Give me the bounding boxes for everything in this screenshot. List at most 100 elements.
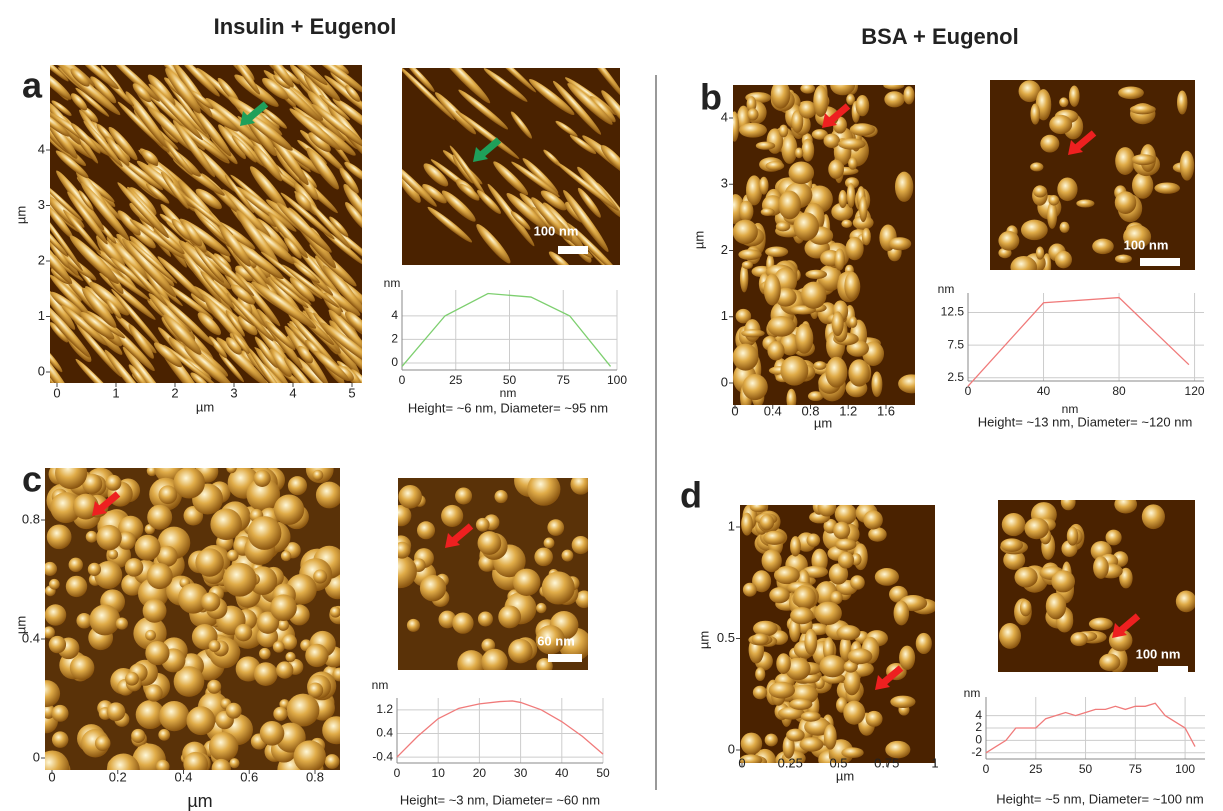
- afm-feature: [1092, 239, 1114, 254]
- afm-feature: [45, 604, 66, 625]
- afm-feature: [478, 531, 502, 555]
- afm-feature: [285, 652, 295, 662]
- afm-feature: [903, 86, 914, 104]
- afm-feature: [789, 699, 812, 710]
- afm-feature: [527, 472, 560, 505]
- afm-feature: [841, 220, 852, 228]
- x-tick-label: 5: [348, 385, 355, 400]
- y-tick-label: 0.5: [717, 630, 735, 645]
- scale-bar: [1158, 666, 1188, 674]
- afm-feature: [767, 316, 795, 337]
- y-tick-label: 0.8: [22, 511, 40, 526]
- afm-feature: [1048, 195, 1059, 206]
- afm-feature: [790, 536, 801, 556]
- scale-bar: [548, 654, 582, 662]
- afm-feature: [794, 586, 816, 609]
- afm-feature: [742, 374, 768, 400]
- afm-feature: [1154, 182, 1180, 193]
- afm-feature: [793, 212, 819, 240]
- afm-feature: [1040, 135, 1059, 153]
- panel-label: d: [680, 475, 702, 516]
- x-tick-label: 2: [171, 385, 178, 400]
- afm-feature: [270, 594, 297, 621]
- afm-feature: [1177, 90, 1187, 114]
- afm-feature: [1093, 556, 1109, 579]
- afm-feature: [1059, 97, 1068, 107]
- afm-feature: [868, 527, 886, 542]
- afm-feature: [730, 111, 739, 141]
- afm-feature: [96, 525, 121, 550]
- afm-feature: [1033, 185, 1047, 197]
- afm-feature: [802, 139, 815, 162]
- afm-feature: [747, 108, 758, 120]
- afm-feature: [825, 357, 847, 388]
- afm-feature: [259, 648, 271, 660]
- y-axis-label: µm: [13, 616, 28, 634]
- afm-feature: [316, 482, 343, 509]
- afm-feature: [801, 711, 821, 721]
- y-tick-label: 2: [721, 242, 728, 257]
- afm-feature: [733, 344, 759, 371]
- afm-feature: [1076, 199, 1094, 207]
- afm-feature: [145, 630, 156, 641]
- x-axis-label: µm: [814, 415, 832, 430]
- afm-feature: [739, 201, 754, 222]
- afm-feature: [210, 508, 242, 540]
- afm-feature: [49, 579, 60, 590]
- afm-feature: [819, 655, 845, 677]
- afm-feature: [156, 760, 170, 774]
- afm-feature: [1061, 494, 1076, 510]
- afm-feature: [1010, 256, 1037, 278]
- afm-feature: [883, 81, 904, 90]
- x-unit: nm: [500, 386, 517, 400]
- afm-feature: [1132, 154, 1156, 165]
- afm-feature: [800, 84, 815, 94]
- afm-feature: [1142, 504, 1165, 529]
- afm-feature: [824, 724, 837, 749]
- afm-feature: [235, 624, 252, 641]
- scale-bar: [558, 246, 588, 254]
- afm-feature: [86, 531, 98, 543]
- afm-feature: [49, 636, 66, 653]
- x-tick-label: 80: [1112, 384, 1126, 398]
- afm-feature: [759, 177, 768, 195]
- afm-feature: [1070, 632, 1087, 646]
- afm-feature: [875, 568, 899, 586]
- x-tick-label: 75: [1129, 762, 1143, 776]
- caption: Height= ~5 nm, Diameter= ~100 nm: [996, 791, 1203, 806]
- afm-feature: [756, 142, 775, 150]
- afm-feature: [1055, 251, 1072, 268]
- afm-feature: [856, 95, 870, 116]
- afm-feature: [125, 558, 143, 576]
- afm-feature: [495, 490, 508, 503]
- y-tick-label: 7.5: [947, 337, 964, 351]
- afm-feature: [273, 641, 285, 653]
- profile-line: [402, 294, 611, 367]
- x-tick-label: 0: [399, 373, 406, 387]
- x-tick-label: 20: [473, 766, 487, 780]
- afm-feature: [481, 649, 507, 675]
- afm-feature: [145, 641, 169, 665]
- afm-feature: [209, 640, 221, 652]
- afm-feature: [69, 558, 83, 572]
- y-axis-label: µm: [691, 231, 706, 249]
- x-axis-label: µm: [196, 399, 214, 414]
- afm-feature: [899, 646, 915, 670]
- afm-feature: [52, 731, 69, 748]
- afm-feature: [846, 237, 864, 260]
- afm-feature: [804, 629, 817, 655]
- afm-feature: [1115, 255, 1132, 264]
- afm-feature: [1069, 86, 1080, 107]
- afm-feature: [173, 467, 205, 499]
- afm-feature: [762, 549, 782, 572]
- afm-feature: [795, 147, 803, 158]
- afm-feature: [998, 231, 1019, 251]
- afm-feature: [209, 732, 239, 762]
- afm-feature: [1060, 222, 1070, 233]
- y-tick-label: 4: [721, 109, 728, 124]
- x-tick-label: 100: [607, 373, 627, 387]
- afm-feature: [850, 123, 875, 136]
- y-tick-label: 12.5: [941, 305, 965, 319]
- afm-feature: [254, 662, 278, 686]
- afm-feature: [281, 551, 291, 561]
